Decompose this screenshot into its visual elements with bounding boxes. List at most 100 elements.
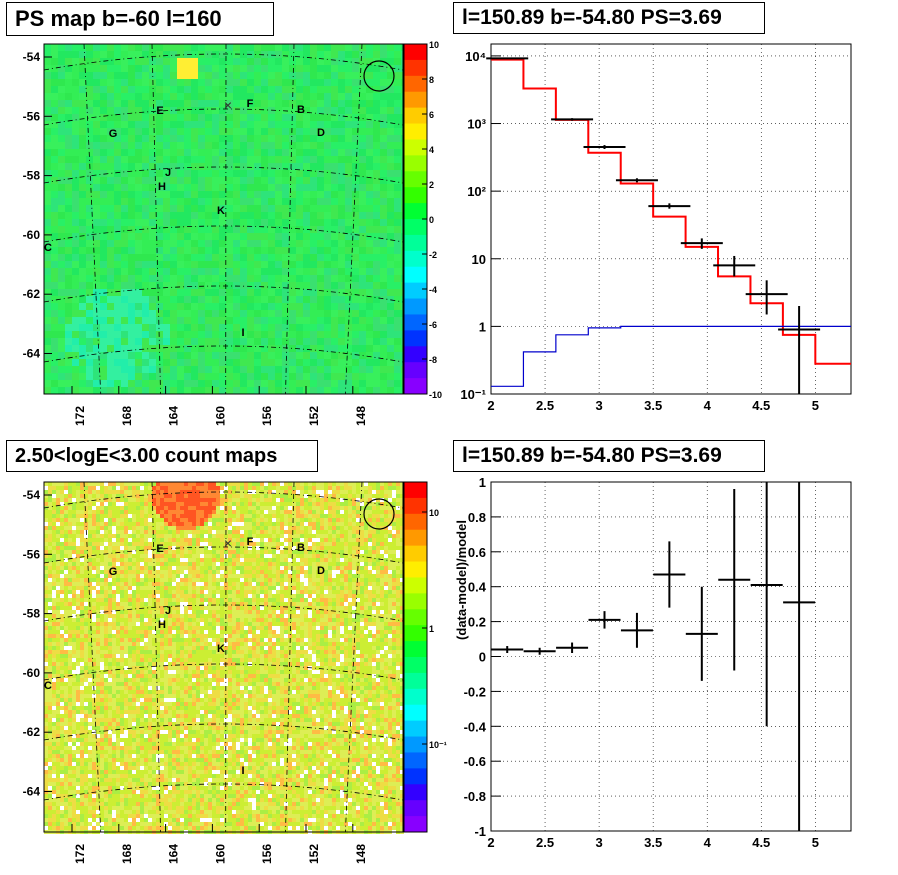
- map-pixel: [260, 494, 264, 498]
- map-pixel: [373, 345, 380, 352]
- map-pixel: [344, 550, 348, 554]
- map-pixel: [331, 261, 338, 268]
- map-pixel: [336, 542, 340, 546]
- map-pixel: [96, 482, 100, 486]
- map-pixel: [120, 514, 124, 518]
- map-pixel: [51, 198, 58, 205]
- map-pixel: [400, 558, 404, 562]
- map-pixel: [289, 58, 296, 65]
- latitude-gridline: [43, 53, 404, 71]
- map-pixel: [252, 554, 256, 558]
- map-pixel: [256, 482, 260, 486]
- map-pixel: [184, 191, 191, 198]
- map-pixel: [264, 570, 268, 574]
- map-pixel: [331, 359, 338, 366]
- map-pixel: [68, 482, 72, 486]
- map-pixel: [268, 514, 272, 518]
- map-pixel: [177, 121, 184, 128]
- map-pixel: [196, 554, 200, 558]
- map-pixel: [208, 542, 212, 546]
- map-pixel: [272, 534, 276, 538]
- map-pixel: [226, 387, 233, 394]
- map-pixel: [142, 72, 149, 79]
- map-pixel: [240, 65, 247, 72]
- map-pixel: [51, 240, 58, 247]
- map-pixel: [72, 226, 79, 233]
- map-pixel: [320, 514, 324, 518]
- map-pixel: [280, 578, 284, 582]
- map-pixel: [48, 514, 52, 518]
- map-pixel: [312, 510, 316, 514]
- map-pixel: [340, 574, 344, 578]
- map-pixel: [366, 128, 373, 135]
- map-pixel: [58, 44, 65, 51]
- map-pixel: [135, 128, 142, 135]
- map-pixel: [198, 86, 205, 93]
- map-pixel: [272, 486, 276, 490]
- map-pixel: [352, 219, 359, 226]
- map-pixel: [184, 135, 191, 142]
- map-pixel: [198, 72, 205, 79]
- map-pixel: [86, 380, 93, 387]
- map-pixel: [387, 198, 394, 205]
- map-pixel: [310, 226, 317, 233]
- map-pixel: [388, 546, 392, 550]
- map-pixel: [304, 542, 308, 546]
- map-pixel: [163, 170, 170, 177]
- map-pixel: [324, 149, 331, 156]
- map-pixel: [191, 170, 198, 177]
- map-pixel: [240, 254, 247, 261]
- map-pixel: [196, 566, 200, 570]
- map-pixel: [308, 486, 312, 490]
- map-pixel: [114, 128, 121, 135]
- map-pixel: [79, 282, 86, 289]
- map-pixel: [236, 570, 240, 574]
- source-label: H: [158, 181, 166, 193]
- map-pixel: [112, 566, 116, 570]
- map-pixel: [65, 282, 72, 289]
- map-pixel: [128, 338, 135, 345]
- map-pixel: [380, 534, 384, 538]
- map-pixel: [136, 502, 140, 506]
- map-pixel: [256, 566, 260, 570]
- map-pixel: [205, 331, 212, 338]
- map-pixel: [86, 184, 93, 191]
- map-pixel: [219, 310, 226, 317]
- map-pixel: [180, 546, 184, 550]
- map-pixel: [44, 247, 51, 254]
- map-pixel: [79, 310, 86, 317]
- map-pixel: [345, 303, 352, 310]
- map-pixel: [52, 546, 56, 550]
- map-pixel: [100, 72, 107, 79]
- map-pixel: [233, 345, 240, 352]
- map-pixel: [212, 170, 219, 177]
- map-pixel: [156, 72, 163, 79]
- map-pixel: [366, 317, 373, 324]
- map-pixel: [191, 65, 198, 72]
- map-pixel: [120, 494, 124, 498]
- map-pixel: [400, 514, 404, 518]
- map-pixel: [232, 526, 236, 530]
- map-pixel: [260, 498, 264, 502]
- map-pixel: [284, 506, 288, 510]
- map-pixel: [296, 317, 303, 324]
- map-pixel: [248, 574, 252, 578]
- map-pixel: [320, 486, 324, 490]
- map-pixel: [205, 170, 212, 177]
- map-pixel: [142, 373, 149, 380]
- map-pixel: [107, 198, 114, 205]
- map-pixel: [331, 156, 338, 163]
- map-pixel: [184, 554, 188, 558]
- map-pixel: [317, 93, 324, 100]
- map-pixel: [79, 184, 86, 191]
- map-pixel: [170, 184, 177, 191]
- map-pixel: [240, 72, 247, 79]
- map-pixel: [220, 570, 224, 574]
- map-pixel: [252, 514, 256, 518]
- map-pixel: [44, 546, 48, 550]
- map-pixel: [140, 506, 144, 510]
- map-pixel: [152, 518, 156, 522]
- map-pixel: [121, 247, 128, 254]
- map-pixel: [373, 163, 380, 170]
